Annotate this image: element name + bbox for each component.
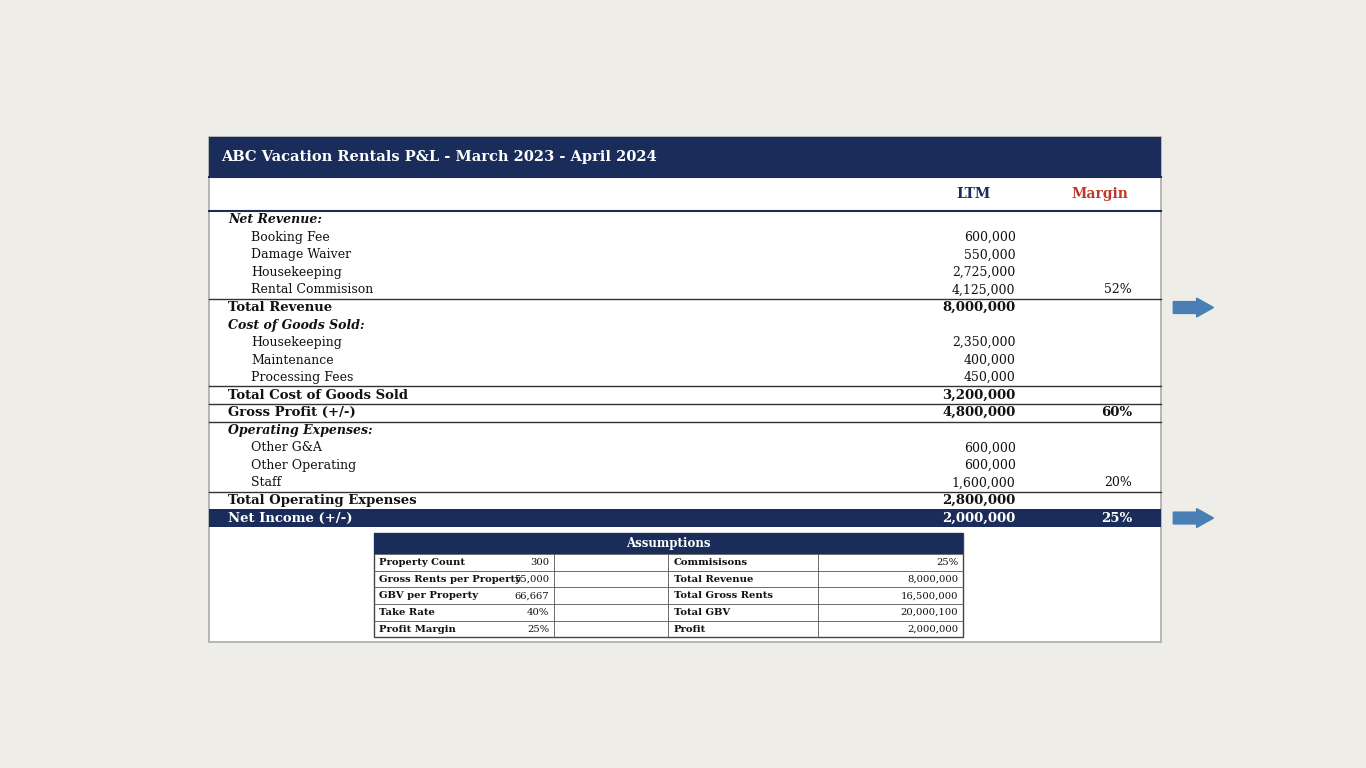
Text: Total Revenue: Total Revenue	[673, 574, 753, 584]
Text: 2,800,000: 2,800,000	[943, 494, 1015, 507]
Text: Damage Waiver: Damage Waiver	[251, 248, 351, 261]
Text: Housekeeping: Housekeeping	[251, 336, 342, 349]
Text: Gross Rents per Property: Gross Rents per Property	[380, 574, 522, 584]
Text: Cost of Goods Sold:: Cost of Goods Sold:	[228, 319, 365, 332]
Text: 550,000: 550,000	[964, 248, 1015, 261]
FancyBboxPatch shape	[209, 509, 1161, 527]
Text: 450,000: 450,000	[964, 371, 1015, 384]
Text: ABC Vacation Rentals P&L - March 2023 - April 2024: ABC Vacation Rentals P&L - March 2023 - …	[221, 150, 657, 164]
Text: LTM: LTM	[956, 187, 990, 201]
Text: 52%: 52%	[1104, 283, 1132, 296]
Text: Other G&A: Other G&A	[251, 442, 322, 455]
Text: 8,000,000: 8,000,000	[943, 301, 1015, 314]
Text: Processing Fees: Processing Fees	[251, 371, 354, 384]
Text: 60%: 60%	[1101, 406, 1132, 419]
Text: Maintenance: Maintenance	[251, 353, 333, 366]
Text: GBV per Property: GBV per Property	[380, 591, 478, 601]
Text: 4,800,000: 4,800,000	[943, 406, 1015, 419]
Text: 300: 300	[530, 558, 549, 567]
Text: Margin: Margin	[1072, 187, 1128, 201]
Text: Net Revenue:: Net Revenue:	[228, 214, 322, 227]
Text: 20,000,100: 20,000,100	[900, 608, 959, 617]
Text: 2,725,000: 2,725,000	[952, 266, 1015, 279]
Text: 2,350,000: 2,350,000	[952, 336, 1015, 349]
Text: Commisisons: Commisisons	[673, 558, 747, 567]
Text: Booking Fee: Booking Fee	[251, 231, 331, 243]
Text: Operating Expenses:: Operating Expenses:	[228, 424, 373, 437]
Text: Housekeeping: Housekeeping	[251, 266, 342, 279]
FancyBboxPatch shape	[209, 137, 1161, 642]
Text: 4,125,000: 4,125,000	[952, 283, 1015, 296]
Text: 55,000: 55,000	[514, 574, 549, 584]
Text: 20%: 20%	[1104, 476, 1132, 489]
Text: 25%: 25%	[1101, 511, 1132, 525]
Text: 25%: 25%	[936, 558, 959, 567]
Text: Staff: Staff	[251, 476, 281, 489]
FancyBboxPatch shape	[374, 533, 963, 637]
Text: 8,000,000: 8,000,000	[907, 574, 959, 584]
Text: Property Count: Property Count	[380, 558, 466, 567]
Text: 400,000: 400,000	[963, 353, 1015, 366]
Text: Other Operating: Other Operating	[251, 459, 357, 472]
Text: Total Revenue: Total Revenue	[228, 301, 332, 314]
Text: 3,200,000: 3,200,000	[943, 389, 1015, 402]
Text: Total Operating Expenses: Total Operating Expenses	[228, 494, 417, 507]
Text: Total Gross Rents: Total Gross Rents	[673, 591, 773, 601]
Text: Profit: Profit	[673, 624, 706, 634]
Text: Net Income (+/-): Net Income (+/-)	[228, 511, 352, 525]
FancyArrow shape	[1173, 298, 1213, 317]
Text: 1,600,000: 1,600,000	[952, 476, 1015, 489]
Text: 40%: 40%	[527, 608, 549, 617]
Text: 600,000: 600,000	[963, 442, 1015, 455]
Text: 25%: 25%	[527, 624, 549, 634]
FancyBboxPatch shape	[374, 533, 963, 554]
Text: Profit Margin: Profit Margin	[380, 624, 456, 634]
FancyBboxPatch shape	[209, 137, 1161, 177]
Text: Total GBV: Total GBV	[673, 608, 729, 617]
Text: 16,500,000: 16,500,000	[902, 591, 959, 601]
Text: 600,000: 600,000	[963, 231, 1015, 243]
Text: Total Cost of Goods Sold: Total Cost of Goods Sold	[228, 389, 408, 402]
Text: Gross Profit (+/-): Gross Profit (+/-)	[228, 406, 355, 419]
Text: Rental Commisison: Rental Commisison	[251, 283, 373, 296]
Text: 2,000,000: 2,000,000	[907, 624, 959, 634]
Text: Take Rate: Take Rate	[380, 608, 436, 617]
Text: Assumptions: Assumptions	[626, 537, 710, 550]
Text: 2,000,000: 2,000,000	[943, 511, 1015, 525]
Text: 600,000: 600,000	[963, 459, 1015, 472]
Text: 66,667: 66,667	[515, 591, 549, 601]
FancyArrow shape	[1173, 508, 1213, 528]
